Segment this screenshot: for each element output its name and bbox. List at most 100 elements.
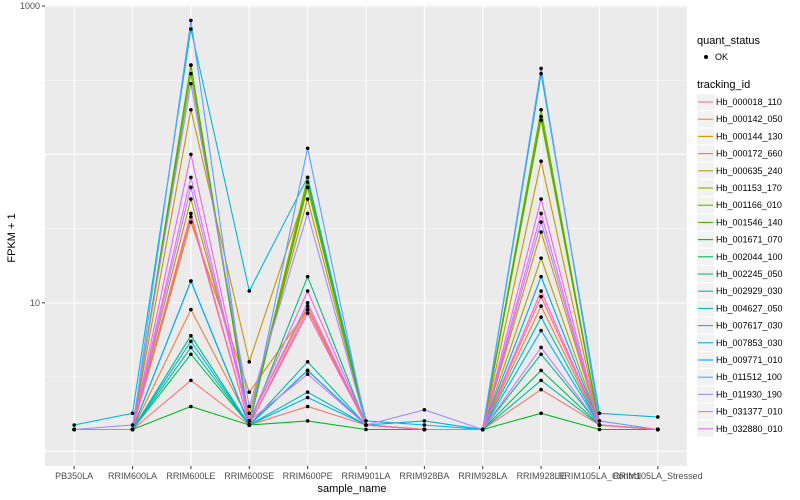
data-point: [72, 427, 76, 432]
data-point: [305, 211, 310, 216]
series-legend-label: Hb_031377_010: [716, 407, 783, 417]
data-point: [597, 423, 602, 427]
x-tick-label: RRIM105LA_Stressed: [613, 471, 703, 481]
data-point: [305, 197, 310, 201]
data-point: [656, 427, 660, 432]
data-point: [422, 427, 427, 432]
data-point: [189, 18, 193, 23]
y-tick-label: 1000: [20, 1, 40, 11]
series-legend-entries: Hb_000018_110 Hb_000142_050 Hb_000144_130 H…: [697, 94, 783, 437]
data-point: [247, 289, 252, 293]
data-point: [539, 289, 543, 293]
series-legend-label: Hb_004627_050: [716, 303, 783, 313]
data-point: [364, 427, 368, 432]
data-point: [305, 304, 310, 308]
data-point: [305, 146, 310, 151]
data-point: [305, 390, 310, 394]
data-point: [480, 427, 485, 432]
data-point: [539, 71, 543, 76]
y-axis-title: FPKM + 1: [6, 213, 18, 262]
data-point: [539, 304, 543, 308]
data-point: [305, 360, 310, 364]
data-point: [539, 315, 543, 319]
series-legend-label: Hb_009771_010: [716, 355, 783, 365]
data-point: [539, 114, 543, 119]
series-legend-label: Hb_007617_030: [716, 321, 783, 331]
data-point: [539, 328, 543, 333]
x-tick-label: PB350LA: [55, 471, 93, 481]
series-legend-label: Hb_011512_100: [716, 372, 782, 382]
series-legend-label: Hb_000142_050: [716, 114, 783, 124]
data-point: [189, 214, 193, 219]
data-point: [189, 81, 193, 86]
series-legend-label: Hb_032880_010: [716, 424, 783, 434]
data-point: [189, 352, 193, 357]
data-point: [597, 411, 602, 416]
data-point: [247, 423, 252, 427]
data-point: [72, 423, 76, 427]
series-legend-label: Hb_000144_130: [716, 131, 783, 141]
series-legend-label: Hb_001166_010: [716, 200, 782, 210]
x-tick-label: RRIM928LA: [458, 471, 507, 481]
x-tick-label: RRIM600SE: [224, 471, 274, 481]
data-point: [189, 27, 193, 31]
data-point: [305, 404, 310, 409]
data-point: [305, 368, 310, 373]
data-point: [189, 185, 193, 190]
x-axis: PB350LA RRIM600LA RRIM600LE RRIM600SE RRIM60…: [55, 466, 703, 481]
data-point: [189, 345, 193, 350]
data-point: [656, 415, 660, 419]
x-tick-label: RRIM600PE: [283, 471, 333, 481]
data-point: [422, 423, 427, 427]
data-point: [305, 395, 310, 400]
data-point: [130, 427, 135, 432]
series-legend-title: tracking_id: [697, 79, 750, 91]
data-point: [130, 411, 135, 416]
data-point: [247, 404, 252, 409]
data-point: [247, 360, 252, 364]
data-point: [189, 63, 193, 67]
data-point: [189, 279, 193, 283]
data-point: [189, 339, 193, 344]
shape-legend-label: OK: [715, 52, 728, 62]
legend: quant_status OK tracking_id Hb_000018_11…: [697, 35, 783, 437]
data-point: [539, 230, 543, 234]
data-point: [305, 307, 310, 312]
data-point: [189, 71, 193, 76]
y-axis: 10 1000: [20, 1, 45, 308]
data-point: [539, 352, 543, 357]
data-point: [189, 333, 193, 338]
x-tick-label: RRIM600LA: [108, 471, 157, 481]
data-point: [539, 211, 543, 216]
data-point: [305, 289, 310, 293]
data-point: [597, 427, 602, 432]
series-legend-label: Hb_000635_240: [716, 166, 783, 176]
data-point: [597, 419, 602, 423]
x-tick-label: RRIM105LA_Control: [558, 471, 641, 481]
data-point: [189, 197, 193, 201]
shape-legend-entries: OK: [704, 52, 728, 62]
data-point: [364, 419, 368, 423]
series-legend-label: Hb_001546_140: [716, 217, 783, 227]
series-legend-label: Hb_001153_170: [716, 183, 782, 193]
data-point: [189, 220, 193, 224]
series-legend-label: Hb_011930_190: [716, 389, 782, 399]
x-tick-label: RRIM928BA: [399, 471, 449, 481]
data-point: [539, 411, 543, 416]
x-axis-title: sample_name: [317, 483, 386, 495]
data-point: [189, 211, 193, 216]
data-point: [539, 378, 543, 383]
data-point: [130, 423, 135, 427]
data-point: [539, 107, 543, 112]
data-point: [539, 274, 543, 279]
series-legend-label: Hb_001671_070: [716, 235, 783, 245]
data-point: [539, 197, 543, 201]
x-tick-label: RRIM901LA: [341, 471, 390, 481]
data-point: [364, 423, 368, 427]
data-point: [247, 390, 252, 394]
shape-legend-key: [704, 55, 708, 59]
data-point: [189, 404, 193, 409]
series-legend-label: Hb_000172_660: [716, 149, 783, 159]
data-point: [247, 411, 252, 416]
